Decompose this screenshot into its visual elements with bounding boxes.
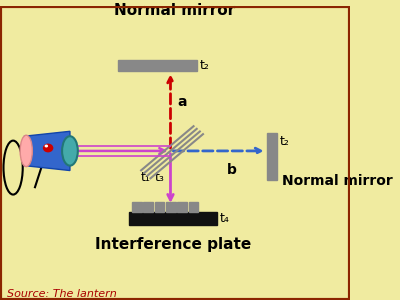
Bar xyxy=(166,202,176,212)
Text: t₄: t₄ xyxy=(220,212,229,225)
Bar xyxy=(178,202,187,212)
Text: Source: The lantern: Source: The lantern xyxy=(7,289,117,298)
Ellipse shape xyxy=(62,136,78,166)
Text: Normal mirror: Normal mirror xyxy=(282,175,392,188)
Bar xyxy=(267,133,277,180)
Polygon shape xyxy=(24,131,70,170)
Bar xyxy=(143,202,153,212)
Text: t₃: t₃ xyxy=(155,170,165,184)
Bar xyxy=(189,202,198,212)
Text: t₂: t₂ xyxy=(280,135,290,148)
Circle shape xyxy=(44,145,48,148)
Bar xyxy=(129,212,217,226)
Text: Normal mirror: Normal mirror xyxy=(114,2,236,17)
Bar xyxy=(118,60,197,71)
Text: t₁: t₁ xyxy=(141,170,151,184)
Bar xyxy=(155,202,164,212)
Ellipse shape xyxy=(20,135,32,167)
Text: a: a xyxy=(178,95,187,109)
Bar xyxy=(132,202,142,212)
Text: b: b xyxy=(227,163,237,177)
Text: t₂: t₂ xyxy=(199,59,209,72)
Text: Interference plate: Interference plate xyxy=(95,237,251,252)
Circle shape xyxy=(43,144,53,152)
